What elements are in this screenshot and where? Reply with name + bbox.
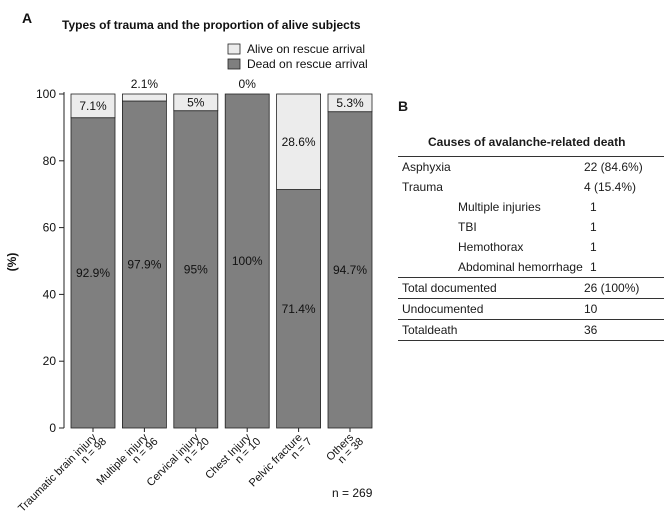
table-row: Asphyxia 22 (84.6%) <box>398 156 664 177</box>
y-tick-label: 100 <box>36 87 56 101</box>
data-label-alive: 28.6% <box>282 135 316 149</box>
bar-alive <box>276 93 322 190</box>
data-label-alive: 5% <box>187 95 205 109</box>
data-label-dead: 92.9% <box>76 266 110 280</box>
data-label-dead: 95% <box>184 262 208 276</box>
total-n-label: n = 269 <box>332 486 373 500</box>
panel-b: B Causes of avalanche-related death Asph… <box>398 98 664 341</box>
y-axis-label: (%) <box>5 253 19 272</box>
row-value: 10 <box>584 298 664 320</box>
row-label: TBI <box>458 220 477 234</box>
data-label-dead: 100% <box>232 254 263 268</box>
data-label-alive: 2.1% <box>131 77 159 91</box>
row-value: 4 (15.4%) <box>584 180 637 194</box>
x-tick-label: Traumatic brain injury <box>16 431 99 514</box>
table-title: Causes of avalanche-related death <box>428 135 626 149</box>
table-row: Multiple injuries 1 <box>398 197 664 217</box>
data-label-dead: 94.7% <box>333 263 367 277</box>
data-label-alive: 0% <box>239 77 257 91</box>
table-row: Undocumented 10 <box>398 298 664 320</box>
table-row: Totaldeath 36 <box>398 319 664 341</box>
row-value: 1 <box>590 200 597 214</box>
bar-alive <box>327 93 373 113</box>
row-label: Totaldeath <box>398 319 584 341</box>
row-value: 22 (84.6%) <box>584 156 664 177</box>
chart-title: Types of trauma and the proportion of al… <box>62 18 361 32</box>
table-row: TBI 1 <box>398 217 664 237</box>
row-label: Abdominal hemorrhage <box>458 260 583 274</box>
row-label: Hemothorax <box>458 240 524 254</box>
causes-table: Asphyxia 22 (84.6%) Trauma 4 (15.4%) Multipl… <box>398 156 664 341</box>
panel-a-letter: A <box>22 10 32 26</box>
y-tick-label: 80 <box>43 154 57 168</box>
table-row: Total documented 26 (100%) <box>398 277 664 299</box>
row-value: 26 (100%) <box>584 277 664 299</box>
row-label: Total documented <box>398 277 584 299</box>
y-tick-label: 60 <box>43 221 57 235</box>
bar-dead <box>327 111 373 429</box>
bar-alive <box>122 93 167 102</box>
y-tick-label: 20 <box>43 354 57 368</box>
legend-swatch <box>227 58 241 70</box>
bar-dead <box>276 189 322 429</box>
table-row: Abdominal hemorrhage 1 <box>398 257 664 278</box>
bar-dead <box>122 100 167 429</box>
row-value: 36 <box>584 319 664 341</box>
bar-alive <box>173 93 219 112</box>
bar-dead <box>224 93 270 429</box>
data-label-alive: 7.1% <box>79 99 107 113</box>
data-label-alive: 5.3% <box>336 96 364 110</box>
table-row: Hemothorax 1 <box>398 237 664 257</box>
bar-alive <box>70 93 116 119</box>
row-label: Undocumented <box>398 298 584 320</box>
panel-b-letter: B <box>398 98 409 114</box>
row-value: 1 <box>590 220 597 234</box>
legend-label: Alive on rescue arrival <box>247 42 365 56</box>
data-label-dead: 97.9% <box>127 258 161 272</box>
table-row: Trauma 4 (15.4%) <box>398 177 664 197</box>
legend-label: Dead on rescue arrival <box>247 57 368 71</box>
legend-swatch <box>227 43 241 55</box>
row-label: Multiple injuries <box>458 200 541 214</box>
row-label: Asphyxia <box>398 156 584 177</box>
y-tick-label: 40 <box>43 287 57 301</box>
row-value: 1 <box>590 260 597 274</box>
data-label-dead: 71.4% <box>282 302 316 316</box>
row-value: 1 <box>590 240 597 254</box>
row-label: Trauma <box>402 180 443 194</box>
bar-dead <box>173 110 219 429</box>
y-tick-label: 0 <box>49 421 56 435</box>
